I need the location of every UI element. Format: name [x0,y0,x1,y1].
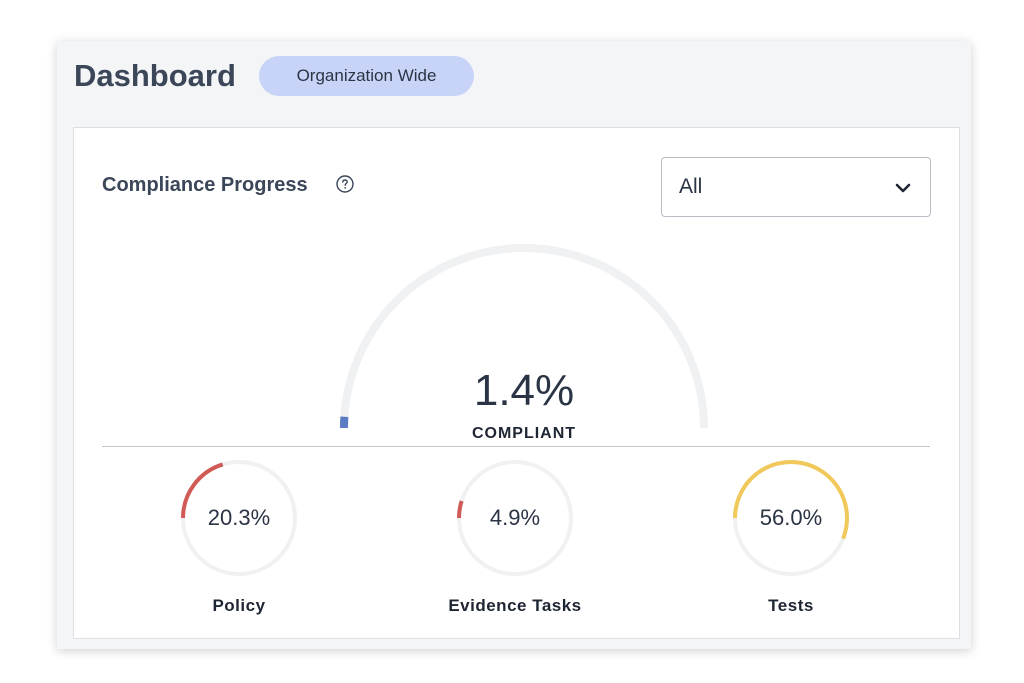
gauge-track [340,244,708,429]
ring-fill [181,462,224,519]
metric-policy: 20.3% Policy [139,458,339,618]
filter-select-value: All [679,175,703,198]
metric-label: Policy [212,596,266,615]
filter-select[interactable]: All [661,157,931,217]
ring-fill [457,500,464,519]
metric-label: Tests [768,596,814,615]
policy-progress-ring [181,460,297,576]
compliance-gauge [340,244,708,429]
metric-value: 20.3% [207,505,271,530]
metric-evidence-tasks: 4.9% Evidence Tasks [415,458,615,618]
metric-label: Evidence Tasks [448,596,582,615]
section-title: Compliance Progress [102,174,308,196]
compliance-card: Compliance Progress All 1.4% COMPLIANT 2… [73,127,960,639]
metric-value: 4.9% [489,505,541,530]
page-title: Dashboard [74,58,236,93]
tests-progress-ring [733,460,849,576]
metric-value: 56.0% [759,505,823,530]
dashboard-panel: Dashboard Organization Wide Compliance P… [57,41,971,649]
evidence-tasks-progress-ring [457,460,573,576]
overall-value: 1.4% [473,366,575,415]
scope-badge[interactable]: Organization Wide [259,56,474,96]
ring-fill [733,460,849,540]
chevron-down-icon [895,183,911,193]
divider [102,446,930,447]
question-circle-icon[interactable] [336,175,354,193]
metric-tests: 56.0% Tests [691,458,891,618]
overall-label: COMPLIANT [471,425,577,442]
